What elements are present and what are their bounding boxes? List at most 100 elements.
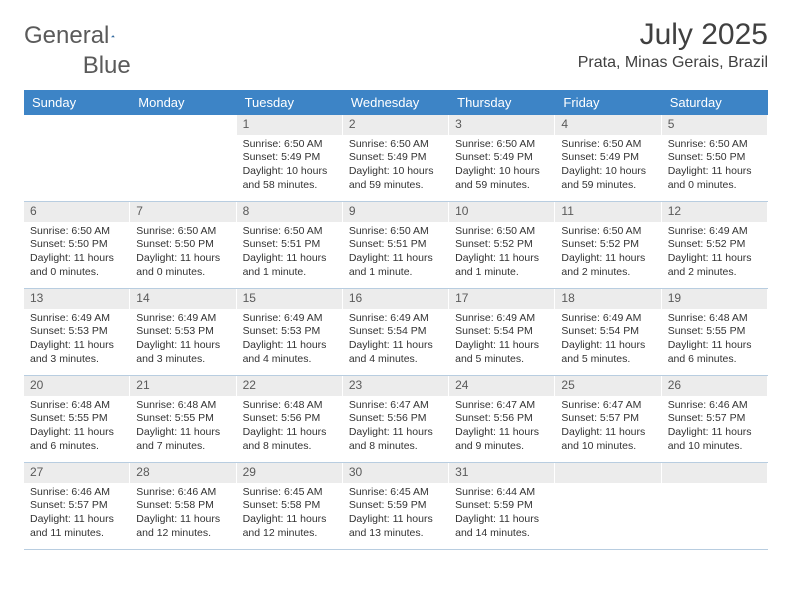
day-number: 16 [343,289,449,309]
day-details: Sunrise: 6:50 AMSunset: 5:50 PMDaylight:… [24,222,130,286]
calendar-cell: 21Sunrise: 6:48 AMSunset: 5:55 PMDayligh… [130,376,236,462]
day-details: Sunrise: 6:50 AMSunset: 5:50 PMDaylight:… [130,222,236,286]
day-number: 17 [449,289,555,309]
day-number: 11 [555,202,661,222]
calendar-cell: 1Sunrise: 6:50 AMSunset: 5:49 PMDaylight… [237,115,343,201]
day-number: 7 [130,202,236,222]
logo-text-2: Blue [83,52,131,80]
weekday-sat: Saturday [662,90,768,115]
calendar-cell: 16Sunrise: 6:49 AMSunset: 5:54 PMDayligh… [343,289,449,375]
day-details: Sunrise: 6:49 AMSunset: 5:54 PMDaylight:… [449,309,555,373]
day-number: 5 [662,115,768,135]
calendar-cell: 27Sunrise: 6:46 AMSunset: 5:57 PMDayligh… [24,463,130,549]
calendar-cell: 4Sunrise: 6:50 AMSunset: 5:49 PMDaylight… [555,115,661,201]
day-details: Sunrise: 6:50 AMSunset: 5:49 PMDaylight:… [343,135,449,199]
calendar-cell: 25Sunrise: 6:47 AMSunset: 5:57 PMDayligh… [555,376,661,462]
calendar-cell: 5Sunrise: 6:50 AMSunset: 5:50 PMDaylight… [662,115,768,201]
calendar-cell [662,463,768,549]
day-details: Sunrise: 6:48 AMSunset: 5:55 PMDaylight:… [24,396,130,460]
day-details: Sunrise: 6:49 AMSunset: 5:53 PMDaylight:… [24,309,130,373]
day-details: Sunrise: 6:49 AMSunset: 5:54 PMDaylight:… [555,309,661,373]
calendar-cell: 24Sunrise: 6:47 AMSunset: 5:56 PMDayligh… [449,376,555,462]
calendar-cell [130,115,236,201]
day-details: Sunrise: 6:50 AMSunset: 5:50 PMDaylight:… [662,135,768,199]
day-number: 29 [237,463,343,483]
day-details: Sunrise: 6:46 AMSunset: 5:57 PMDaylight:… [24,483,130,547]
calendar-cell: 28Sunrise: 6:46 AMSunset: 5:58 PMDayligh… [130,463,236,549]
day-number: 18 [555,289,661,309]
calendar-cell: 9Sunrise: 6:50 AMSunset: 5:51 PMDaylight… [343,202,449,288]
day-number: 10 [449,202,555,222]
day-number: 14 [130,289,236,309]
logo-text-1: General [24,22,109,50]
calendar-cell: 13Sunrise: 6:49 AMSunset: 5:53 PMDayligh… [24,289,130,375]
day-details: Sunrise: 6:44 AMSunset: 5:59 PMDaylight:… [449,483,555,547]
day-number [555,463,661,483]
location: Prata, Minas Gerais, Brazil [578,54,768,72]
calendar-cell: 15Sunrise: 6:49 AMSunset: 5:53 PMDayligh… [237,289,343,375]
calendar-cell: 2Sunrise: 6:50 AMSunset: 5:49 PMDaylight… [343,115,449,201]
calendar-cell: 17Sunrise: 6:49 AMSunset: 5:54 PMDayligh… [449,289,555,375]
day-number [130,115,236,135]
weekday-mon: Monday [130,90,236,115]
day-number: 3 [449,115,555,135]
day-details: Sunrise: 6:49 AMSunset: 5:54 PMDaylight:… [343,309,449,373]
calendar-cell: 26Sunrise: 6:46 AMSunset: 5:57 PMDayligh… [662,376,768,462]
logo-mark-icon [111,27,115,45]
day-details: Sunrise: 6:50 AMSunset: 5:52 PMDaylight:… [555,222,661,286]
day-details: Sunrise: 6:48 AMSunset: 5:55 PMDaylight:… [662,309,768,373]
day-number [662,463,768,483]
day-number: 12 [662,202,768,222]
calendar-row: 6Sunrise: 6:50 AMSunset: 5:50 PMDaylight… [24,202,768,289]
day-details: Sunrise: 6:49 AMSunset: 5:53 PMDaylight:… [130,309,236,373]
weekday-tue: Tuesday [237,90,343,115]
day-details: Sunrise: 6:50 AMSunset: 5:51 PMDaylight:… [237,222,343,286]
day-number: 2 [343,115,449,135]
calendar-cell: 8Sunrise: 6:50 AMSunset: 5:51 PMDaylight… [237,202,343,288]
day-details: Sunrise: 6:47 AMSunset: 5:56 PMDaylight:… [449,396,555,460]
day-number: 13 [24,289,130,309]
calendar-cell: 10Sunrise: 6:50 AMSunset: 5:52 PMDayligh… [449,202,555,288]
day-number: 24 [449,376,555,396]
calendar: Sunday Monday Tuesday Wednesday Thursday… [24,90,768,550]
day-number: 28 [130,463,236,483]
calendar-body: 1Sunrise: 6:50 AMSunset: 5:49 PMDaylight… [24,115,768,550]
calendar-cell: 22Sunrise: 6:48 AMSunset: 5:56 PMDayligh… [237,376,343,462]
day-details: Sunrise: 6:46 AMSunset: 5:58 PMDaylight:… [130,483,236,547]
day-number [24,115,130,135]
month-title: July 2025 [578,18,768,52]
day-number: 22 [237,376,343,396]
day-number: 4 [555,115,661,135]
day-number: 6 [24,202,130,222]
day-details: Sunrise: 6:48 AMSunset: 5:55 PMDaylight:… [130,396,236,460]
calendar-cell: 20Sunrise: 6:48 AMSunset: 5:55 PMDayligh… [24,376,130,462]
calendar-row: 20Sunrise: 6:48 AMSunset: 5:55 PMDayligh… [24,376,768,463]
day-number: 15 [237,289,343,309]
calendar-cell: 12Sunrise: 6:49 AMSunset: 5:52 PMDayligh… [662,202,768,288]
day-details: Sunrise: 6:45 AMSunset: 5:58 PMDaylight:… [237,483,343,547]
day-number: 23 [343,376,449,396]
day-details: Sunrise: 6:47 AMSunset: 5:56 PMDaylight:… [343,396,449,460]
weekday-sun: Sunday [24,90,130,115]
day-number: 30 [343,463,449,483]
day-details: Sunrise: 6:50 AMSunset: 5:52 PMDaylight:… [449,222,555,286]
calendar-cell: 6Sunrise: 6:50 AMSunset: 5:50 PMDaylight… [24,202,130,288]
title-block: July 2025 Prata, Minas Gerais, Brazil [578,18,768,72]
calendar-row: 13Sunrise: 6:49 AMSunset: 5:53 PMDayligh… [24,289,768,376]
calendar-cell [24,115,130,201]
day-details: Sunrise: 6:49 AMSunset: 5:52 PMDaylight:… [662,222,768,286]
calendar-cell: 14Sunrise: 6:49 AMSunset: 5:53 PMDayligh… [130,289,236,375]
day-number: 21 [130,376,236,396]
day-details: Sunrise: 6:47 AMSunset: 5:57 PMDaylight:… [555,396,661,460]
weekday-fri: Friday [555,90,661,115]
calendar-cell: 3Sunrise: 6:50 AMSunset: 5:49 PMDaylight… [449,115,555,201]
calendar-cell: 7Sunrise: 6:50 AMSunset: 5:50 PMDaylight… [130,202,236,288]
calendar-cell: 31Sunrise: 6:44 AMSunset: 5:59 PMDayligh… [449,463,555,549]
calendar-header: Sunday Monday Tuesday Wednesday Thursday… [24,90,768,115]
calendar-cell: 11Sunrise: 6:50 AMSunset: 5:52 PMDayligh… [555,202,661,288]
day-details: Sunrise: 6:48 AMSunset: 5:56 PMDaylight:… [237,396,343,460]
calendar-cell: 23Sunrise: 6:47 AMSunset: 5:56 PMDayligh… [343,376,449,462]
calendar-cell [555,463,661,549]
day-details: Sunrise: 6:46 AMSunset: 5:57 PMDaylight:… [662,396,768,460]
calendar-cell: 30Sunrise: 6:45 AMSunset: 5:59 PMDayligh… [343,463,449,549]
